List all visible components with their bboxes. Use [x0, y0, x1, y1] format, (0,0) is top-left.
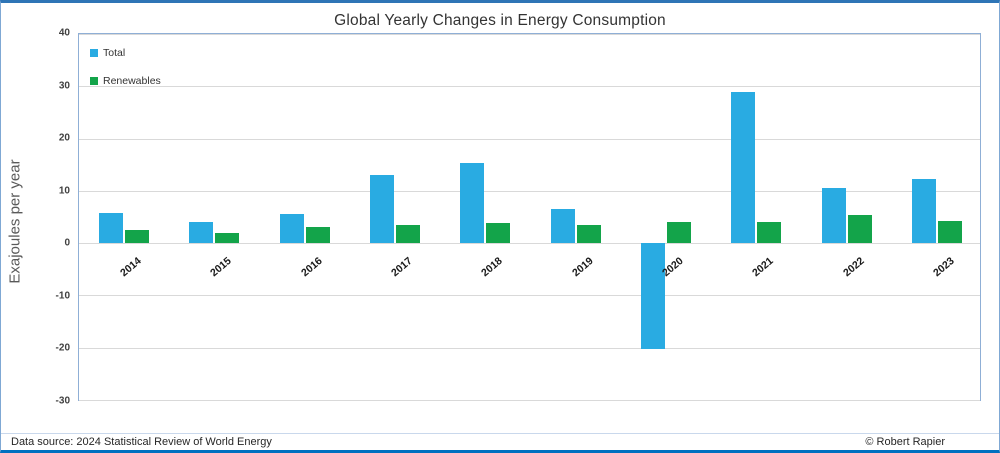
gridline--20: [79, 347, 980, 349]
y-tick-label-20: 20: [58, 132, 70, 144]
bar-renewables-2022: [847, 214, 872, 244]
bar-total-2022: [821, 187, 846, 244]
legend-label-renewables: Renewables: [103, 75, 161, 87]
gridline-30: [79, 86, 980, 88]
footer-separator: [1, 433, 999, 434]
bar-total-2021: [731, 91, 756, 244]
gridline-10: [79, 190, 980, 192]
y-tick-label-0: 0: [64, 237, 70, 249]
x-axis-label-2023: 2023: [930, 255, 957, 280]
bar-renewables-2023: [937, 220, 962, 244]
total-series-swatch: [90, 49, 98, 57]
legend-label-total: Total: [103, 47, 126, 59]
footer: Data source: 2024 Statistical Review of …: [1, 434, 999, 450]
y-tick-label--10: -10: [55, 290, 70, 302]
x-axis-label-2014: 2014: [118, 255, 144, 280]
bar-renewables-2020: [666, 221, 691, 244]
bar-total-2023: [911, 179, 936, 244]
y-axis-tick-labels: 40 30 20 10 0 -10 -20 -30: [1, 28, 70, 407]
bar-total-2016: [279, 213, 304, 244]
gridline--10: [79, 295, 980, 297]
bar-total-2017: [370, 175, 395, 244]
x-axis-label-2022: 2022: [840, 255, 867, 280]
bar-total-2020: [640, 243, 665, 350]
bar-total-2015: [189, 221, 214, 244]
x-axis-label-2016: 2016: [298, 255, 325, 280]
legend-item-total: Total: [90, 47, 161, 59]
plot-area: Total Renewables 2014 2015 2016 2017 2018 201…: [78, 33, 981, 401]
x-axis-label-2015: 2015: [208, 255, 235, 280]
x-axis-label-2017: 2017: [389, 255, 415, 280]
y-tick-label--30: -30: [55, 395, 70, 407]
legend: Total Renewables: [90, 47, 161, 87]
data-source-label: Data source: 2024 Statistical Review of …: [11, 436, 272, 448]
bar-renewables-2018: [486, 222, 511, 244]
bar-renewables-2014: [125, 230, 150, 244]
chart-title: Global Yearly Changes in Energy Consumpt…: [334, 12, 666, 29]
gridline-40: [79, 34, 980, 35]
x-axis-label-2018: 2018: [479, 255, 506, 280]
bar-renewables-2021: [757, 221, 782, 244]
x-axis-label-2019: 2019: [569, 255, 596, 280]
gridline-0: [79, 243, 980, 245]
gridline-20: [79, 138, 980, 140]
gridline--30: [79, 400, 980, 401]
bar-total-2014: [99, 212, 124, 244]
y-tick-label-10: 10: [58, 185, 70, 197]
bar-renewables-2015: [215, 233, 240, 244]
bar-total-2019: [550, 208, 575, 244]
renewables-series-swatch: [90, 77, 98, 85]
legend-item-renewables: Renewables: [90, 75, 161, 87]
copyright-label: © Robert Rapier: [865, 436, 945, 448]
bar-renewables-2019: [576, 225, 601, 244]
bar-renewables-2016: [305, 227, 330, 244]
bar-renewables-2017: [396, 225, 421, 244]
y-tick-label-30: 30: [58, 80, 70, 92]
x-axis-label-2021: 2021: [750, 255, 776, 280]
bar-total-2018: [460, 163, 485, 244]
y-tick-label-40: 40: [58, 27, 70, 39]
y-tick-label--20: -20: [55, 342, 70, 354]
